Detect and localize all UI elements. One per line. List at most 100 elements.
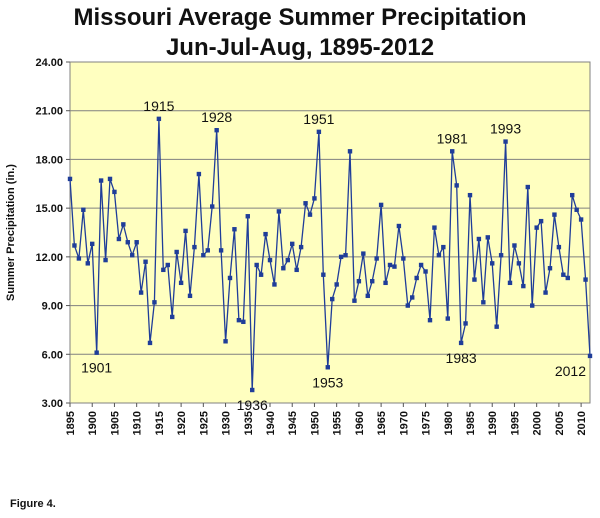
x-tick-label: 1900 xyxy=(87,411,99,435)
chart-subtitle: Jun-Jul-Aug, 1895-2012 xyxy=(165,34,435,61)
x-tick-label: 1940 xyxy=(265,411,277,435)
data-point xyxy=(138,290,144,295)
data-point xyxy=(285,257,290,263)
data-point xyxy=(396,223,402,229)
x-tick-label: 1955 xyxy=(332,411,344,435)
data-point xyxy=(338,254,344,260)
x-tick-label: 1925 xyxy=(198,411,210,435)
data-point xyxy=(543,290,548,295)
x-tick-label: 2010 xyxy=(576,411,588,435)
data-point xyxy=(530,303,535,308)
data-point xyxy=(534,225,539,230)
x-tick-label: 1945 xyxy=(287,411,299,435)
x-tick-label: 1930 xyxy=(221,411,233,435)
data-point xyxy=(538,218,544,224)
data-point xyxy=(134,240,139,245)
data-point xyxy=(192,244,197,250)
data-point xyxy=(205,248,210,253)
data-point xyxy=(223,339,228,344)
data-point xyxy=(503,139,508,144)
data-point xyxy=(227,275,233,281)
data-point xyxy=(490,261,495,266)
data-point xyxy=(454,183,459,188)
data-point xyxy=(245,214,250,219)
data-point xyxy=(587,353,593,359)
data-point xyxy=(370,279,375,284)
data-point xyxy=(552,212,557,217)
data-point xyxy=(112,189,117,195)
annotation-label: 1901 xyxy=(81,360,112,376)
data-point xyxy=(294,267,299,273)
data-point xyxy=(116,236,122,242)
data-point xyxy=(130,253,135,258)
data-point xyxy=(521,283,526,289)
x-tick-label: 2005 xyxy=(554,411,566,435)
x-tick-label: 1915 xyxy=(154,411,166,435)
data-point xyxy=(67,176,73,182)
data-point xyxy=(507,280,513,286)
data-point xyxy=(254,262,259,268)
annotation-label: 1993 xyxy=(490,121,521,137)
data-point xyxy=(218,248,224,253)
data-point xyxy=(325,365,330,370)
x-tick-label: 1975 xyxy=(421,411,433,435)
data-point xyxy=(81,207,86,212)
data-point xyxy=(85,261,90,266)
data-point xyxy=(103,257,108,263)
data-point xyxy=(378,202,384,208)
data-point xyxy=(485,235,490,240)
data-point xyxy=(458,340,464,346)
data-point xyxy=(498,253,504,258)
annotation-label: 1951 xyxy=(303,111,334,127)
data-point xyxy=(356,279,362,284)
data-point xyxy=(98,178,104,183)
data-point xyxy=(352,298,357,303)
data-point xyxy=(267,257,273,263)
y-tick-label: 9.00 xyxy=(42,301,63,313)
y-tick-label: 24.00 xyxy=(35,57,63,69)
data-point xyxy=(174,249,179,255)
data-point xyxy=(161,267,166,273)
x-tick-label: 1950 xyxy=(309,411,321,435)
data-point xyxy=(236,317,242,323)
data-point xyxy=(76,256,82,261)
data-point xyxy=(387,262,393,268)
data-point xyxy=(298,244,304,250)
data-point xyxy=(463,321,468,326)
data-point xyxy=(72,243,77,248)
x-tick-label: 1935 xyxy=(243,411,255,435)
data-point xyxy=(334,282,339,287)
x-tick-label: 1960 xyxy=(354,411,366,435)
annotation-label: 1953 xyxy=(312,374,343,390)
data-point xyxy=(423,269,428,274)
data-point xyxy=(165,262,170,268)
y-tick-label: 21.00 xyxy=(35,106,63,118)
data-point xyxy=(445,316,450,321)
data-point xyxy=(361,251,366,256)
data-point xyxy=(476,236,482,242)
annotation-label: 1936 xyxy=(237,397,268,413)
data-point xyxy=(303,201,308,206)
data-point xyxy=(347,149,353,154)
data-point xyxy=(392,264,397,269)
data-point xyxy=(187,293,193,299)
data-point xyxy=(263,231,268,237)
x-tick-label: 1980 xyxy=(443,411,455,435)
y-tick-label: 6.00 xyxy=(42,349,63,361)
data-point xyxy=(214,128,219,133)
data-point xyxy=(578,217,584,222)
data-point xyxy=(450,149,455,154)
data-point xyxy=(583,277,588,282)
data-point xyxy=(343,253,348,258)
data-point xyxy=(432,225,437,230)
data-point xyxy=(272,282,277,287)
data-point xyxy=(556,244,562,250)
data-point xyxy=(427,317,433,323)
figure-caption: Figure 4. xyxy=(10,498,56,510)
series-line xyxy=(69,118,591,391)
data-point xyxy=(410,295,415,300)
data-point xyxy=(196,171,202,177)
data-point xyxy=(365,293,370,299)
data-point xyxy=(405,303,410,308)
